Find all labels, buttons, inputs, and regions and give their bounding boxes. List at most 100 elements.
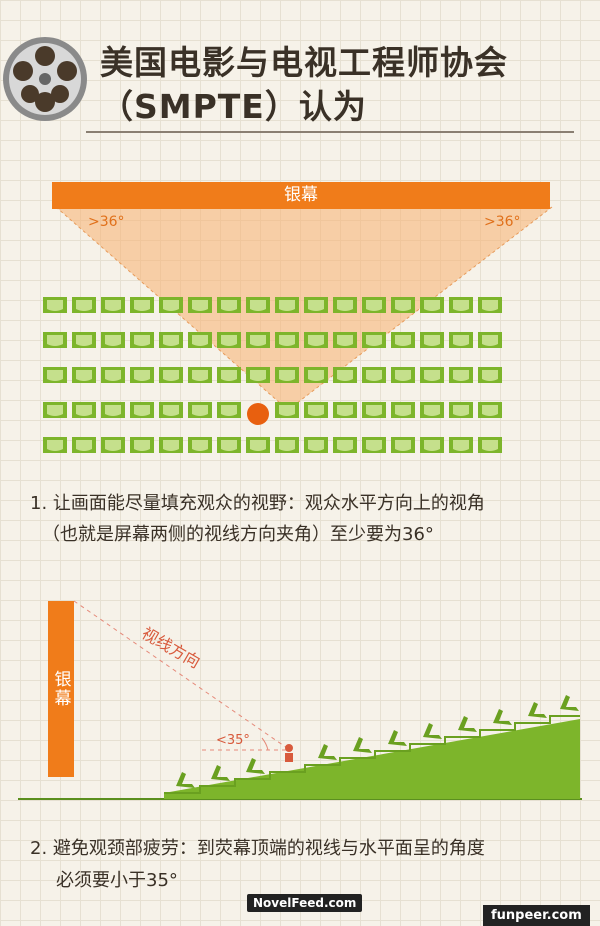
seat-icon bbox=[478, 332, 502, 348]
caption1-line2: （也就是屏幕两侧的视线方向夹角）至少要为36° bbox=[42, 524, 434, 545]
seat-icon bbox=[362, 437, 386, 453]
seat-icon bbox=[275, 367, 299, 383]
seat-icon bbox=[101, 367, 125, 383]
seat-icon bbox=[275, 332, 299, 348]
seat-icon bbox=[130, 297, 154, 313]
seat-icon bbox=[420, 297, 444, 313]
seat-icon bbox=[101, 297, 125, 313]
seat-icon bbox=[188, 332, 212, 348]
seat-icon bbox=[72, 332, 96, 348]
seat-icon bbox=[362, 402, 386, 418]
seat-icon bbox=[43, 297, 67, 313]
seat-icon bbox=[304, 297, 328, 313]
seat-icon bbox=[420, 367, 444, 383]
seat-icon bbox=[43, 332, 67, 348]
side-screen: 银幕 bbox=[48, 601, 74, 777]
header-divider bbox=[86, 131, 574, 133]
seat-icon bbox=[420, 332, 444, 348]
seat-icon bbox=[130, 402, 154, 418]
angle-left-label: >36° bbox=[88, 214, 125, 230]
seat-icon bbox=[72, 402, 96, 418]
side-seat-icon bbox=[388, 730, 407, 746]
seat-icon bbox=[478, 297, 502, 313]
seat-icon bbox=[391, 332, 415, 348]
seat-icon bbox=[217, 437, 241, 453]
seat-icon bbox=[217, 332, 241, 348]
side-seat-icon bbox=[560, 695, 579, 711]
film-reel-icon bbox=[3, 37, 87, 121]
seat-icon bbox=[217, 402, 241, 418]
seat-icon bbox=[391, 297, 415, 313]
seat-icon bbox=[159, 367, 183, 383]
seat-icon bbox=[275, 402, 299, 418]
seat-icon bbox=[449, 402, 473, 418]
seat-icon bbox=[304, 437, 328, 453]
seat-icon bbox=[362, 367, 386, 383]
caption2-line2: 必须要小于35° bbox=[56, 870, 178, 891]
seat-icon bbox=[449, 437, 473, 453]
seat-icon bbox=[478, 367, 502, 383]
seat-icon bbox=[159, 297, 183, 313]
seat-icon bbox=[420, 402, 444, 418]
seat-icon bbox=[391, 402, 415, 418]
seat-icon bbox=[391, 437, 415, 453]
viewer-figure-icon bbox=[285, 744, 293, 762]
seat-icon bbox=[246, 367, 270, 383]
side-seat-icon bbox=[423, 723, 442, 739]
page-title-line2: （SMPTE）认为 bbox=[100, 87, 367, 126]
seat-icon bbox=[246, 332, 270, 348]
seat-icon bbox=[43, 402, 67, 418]
seat-icon bbox=[217, 367, 241, 383]
seat-icon bbox=[188, 437, 212, 453]
side-seat-icon bbox=[353, 737, 372, 753]
watermark-funpeer: funpeer.com bbox=[483, 905, 590, 926]
seat-icon bbox=[391, 367, 415, 383]
angle-right-label: >36° bbox=[484, 214, 521, 230]
seat-icon bbox=[159, 402, 183, 418]
seat-icon bbox=[72, 297, 96, 313]
seat-icon bbox=[43, 367, 67, 383]
seat-icon bbox=[72, 437, 96, 453]
seat-icon bbox=[333, 437, 357, 453]
seat-icon bbox=[478, 437, 502, 453]
seat-icon bbox=[478, 402, 502, 418]
viewer-dot bbox=[247, 403, 269, 425]
side-seat-icon bbox=[458, 716, 477, 732]
seat-icon bbox=[333, 367, 357, 383]
seat-icon bbox=[246, 437, 270, 453]
seat-icon bbox=[449, 367, 473, 383]
seat-icon bbox=[217, 297, 241, 313]
seat-icon bbox=[188, 367, 212, 383]
seat-icon bbox=[159, 437, 183, 453]
seat-icon bbox=[101, 402, 125, 418]
seat-icon bbox=[130, 367, 154, 383]
seat-icon bbox=[130, 332, 154, 348]
seat-icon bbox=[275, 437, 299, 453]
seat-icon bbox=[362, 297, 386, 313]
seat-icon bbox=[101, 332, 125, 348]
seat-icon bbox=[362, 332, 386, 348]
side-seat-icon bbox=[318, 744, 337, 760]
seat-icon bbox=[420, 437, 444, 453]
seat-icon bbox=[333, 402, 357, 418]
seat-icon bbox=[304, 402, 328, 418]
angle-35-label: <35° bbox=[216, 733, 250, 748]
seat-icon bbox=[449, 297, 473, 313]
screen-bar: 银幕 bbox=[52, 182, 550, 209]
seat-icon bbox=[101, 437, 125, 453]
seat-icon bbox=[333, 332, 357, 348]
side-seat-icon bbox=[211, 765, 230, 781]
page-title-line1: 美国电影与电视工程师协会 bbox=[100, 43, 508, 82]
seat-icon bbox=[246, 297, 270, 313]
side-seat-icon bbox=[528, 702, 547, 718]
side-seat-icon bbox=[176, 772, 195, 788]
caption1-line1: 1. 让画面能尽量填充观众的视野：观众水平方向上的视角 bbox=[30, 493, 485, 514]
seat-icon bbox=[43, 437, 67, 453]
seat-icon bbox=[304, 367, 328, 383]
seat-icon bbox=[449, 332, 473, 348]
watermark-novelfeed: NovelFeed.com bbox=[247, 894, 363, 912]
seat-icon bbox=[72, 367, 96, 383]
seat-icon bbox=[130, 437, 154, 453]
seat-icon bbox=[275, 297, 299, 313]
